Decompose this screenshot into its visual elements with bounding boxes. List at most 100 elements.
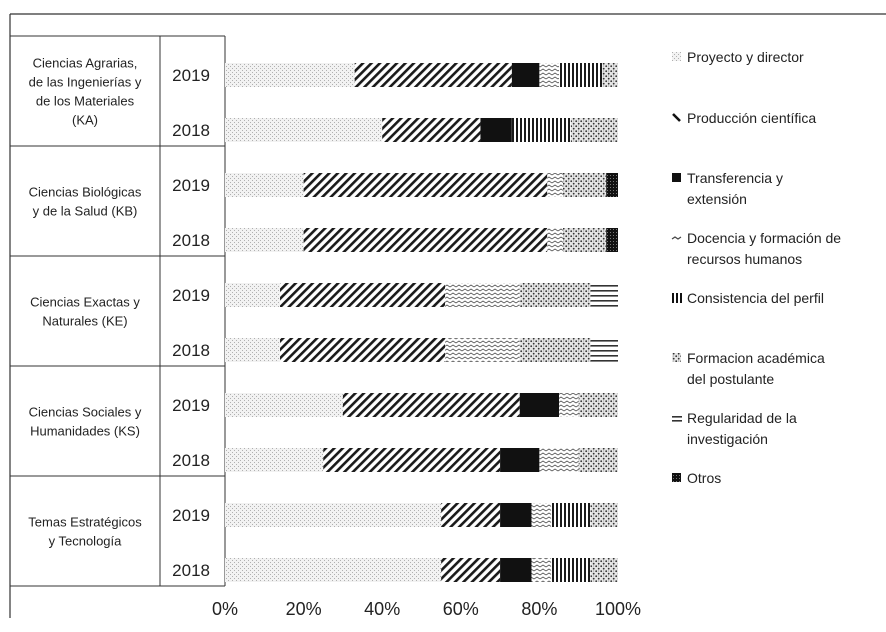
bar-segment bbox=[551, 558, 591, 582]
legend-label-line: recursos humanos bbox=[687, 251, 802, 267]
bars-layer bbox=[225, 63, 618, 582]
legend-label: Otros bbox=[687, 470, 721, 486]
bar-segment bbox=[225, 338, 281, 362]
legend-label: Regularidad de la investigación bbox=[687, 410, 797, 447]
year-label: 2018 bbox=[172, 561, 210, 580]
legend-label: Formacion académica del postulante bbox=[687, 350, 825, 387]
group-label-line: Naturales (KE) bbox=[42, 314, 127, 329]
group-label-line: Ciencias Agrarias, bbox=[33, 56, 138, 71]
bar-segment bbox=[551, 503, 591, 527]
bar-segment bbox=[382, 118, 481, 142]
group-label-line: Ciencias Biológicas bbox=[29, 185, 142, 200]
bar-segment bbox=[225, 228, 304, 252]
bar-segment bbox=[578, 393, 618, 417]
x-tick-label: 80% bbox=[521, 599, 557, 619]
year-label: 2019 bbox=[172, 286, 210, 305]
year-label: 2018 bbox=[172, 121, 210, 140]
bar-segment bbox=[547, 228, 563, 252]
group-label: Ciencias Agrarias, de las Ingenierías y de… bbox=[29, 56, 142, 128]
bar-segment bbox=[445, 338, 520, 362]
legend-label-line: Regularidad de la bbox=[687, 410, 797, 426]
group-label-line: de los Materiales bbox=[36, 94, 135, 109]
group-label-line: y Tecnología bbox=[49, 534, 123, 549]
bar-segment bbox=[539, 448, 579, 472]
bar-segment bbox=[445, 283, 520, 307]
bar-segment bbox=[578, 448, 618, 472]
bar-segment bbox=[303, 228, 548, 252]
bar-segment bbox=[323, 448, 501, 472]
bar-segment bbox=[225, 118, 383, 142]
bar-segment bbox=[342, 393, 520, 417]
group-label-line: de las Ingenierías y bbox=[29, 75, 142, 90]
bar-segment bbox=[280, 338, 446, 362]
bar-segment bbox=[303, 173, 548, 197]
legend-label-line: Consistencia del perfil bbox=[687, 290, 824, 306]
year-label: 2018 bbox=[172, 231, 210, 250]
bar-segment bbox=[562, 173, 607, 197]
bar-segment bbox=[225, 283, 281, 307]
x-tick-label: 100% bbox=[595, 599, 641, 619]
x-tick-label: 0% bbox=[212, 599, 238, 619]
year-label: 2018 bbox=[172, 451, 210, 470]
legend-label: Consistencia del perfil bbox=[687, 290, 824, 306]
bar-segment bbox=[590, 558, 618, 582]
bar-segment bbox=[562, 228, 607, 252]
bar-segment bbox=[225, 503, 442, 527]
bar-segment bbox=[602, 63, 618, 87]
x-tick-label: 40% bbox=[364, 599, 400, 619]
legend-label-line: del postulante bbox=[687, 371, 774, 387]
group-label: Temas Estratégicos y Tecnología bbox=[28, 515, 142, 549]
legend-label-line: extensión bbox=[687, 191, 747, 207]
group-label: Ciencias Sociales y Humanidades (KS) bbox=[29, 405, 142, 439]
legend-label: Transferencia y extensión bbox=[687, 170, 783, 207]
legend-label-line: investigación bbox=[687, 431, 768, 447]
bar-segment bbox=[480, 118, 512, 142]
year-label: 2018 bbox=[172, 341, 210, 360]
legend-marker bbox=[672, 416, 682, 422]
bar-segment bbox=[354, 63, 512, 87]
x-tick-label: 60% bbox=[443, 599, 479, 619]
bar-segment bbox=[606, 173, 618, 197]
legend-label-line: Transferencia y bbox=[687, 170, 783, 186]
bar-segment bbox=[590, 503, 618, 527]
group-label-line: Temas Estratégicos bbox=[28, 515, 142, 530]
bar-segment bbox=[547, 173, 563, 197]
bar-segment bbox=[441, 503, 501, 527]
group-label-line: y de la Salud (KB) bbox=[33, 204, 138, 219]
bar-segment bbox=[500, 558, 532, 582]
group-label: Ciencias Biológicas y de la Salud (KB) bbox=[29, 185, 142, 219]
legend-label-line: Producción científica bbox=[687, 110, 816, 126]
legend-marker bbox=[672, 113, 681, 122]
legend-label-line: Otros bbox=[687, 470, 721, 486]
legend-label: Proyecto y director bbox=[687, 49, 804, 65]
bar-segment bbox=[225, 393, 343, 417]
legend-marker bbox=[672, 353, 681, 362]
legend-label: Docencia y formación de recursos humanos bbox=[687, 230, 841, 267]
group-label-line: Ciencias Sociales y bbox=[29, 405, 142, 420]
legend-marker bbox=[672, 293, 682, 303]
bar-segment bbox=[225, 558, 442, 582]
legend-marker bbox=[672, 52, 681, 61]
legend-label-line: Docencia y formación de bbox=[687, 230, 841, 246]
group-label-line: (KA) bbox=[72, 113, 98, 128]
bar-segment bbox=[280, 283, 446, 307]
legend-marker bbox=[672, 473, 681, 482]
bar-segment bbox=[559, 63, 603, 87]
bar-segment bbox=[225, 173, 304, 197]
category-labels: Ciencias Agrarias, de las Ingenierías y de… bbox=[28, 56, 210, 581]
legend-label-line: Formacion académica bbox=[687, 350, 825, 366]
bar-segment bbox=[511, 118, 571, 142]
x-axis: 0% 20% 40% 60% 80% 100% bbox=[212, 599, 641, 619]
bar-segment bbox=[441, 558, 501, 582]
bar-segment bbox=[519, 338, 591, 362]
bar-segment bbox=[590, 283, 618, 307]
bar-segment bbox=[519, 283, 591, 307]
group-label-line: Ciencias Exactas y bbox=[30, 295, 140, 310]
year-label: 2019 bbox=[172, 396, 210, 415]
year-label: 2019 bbox=[172, 506, 210, 525]
legend-marker bbox=[671, 236, 682, 240]
legend-label: Producción científica bbox=[687, 110, 816, 126]
bar-segment bbox=[559, 393, 579, 417]
year-label: 2019 bbox=[172, 66, 210, 85]
